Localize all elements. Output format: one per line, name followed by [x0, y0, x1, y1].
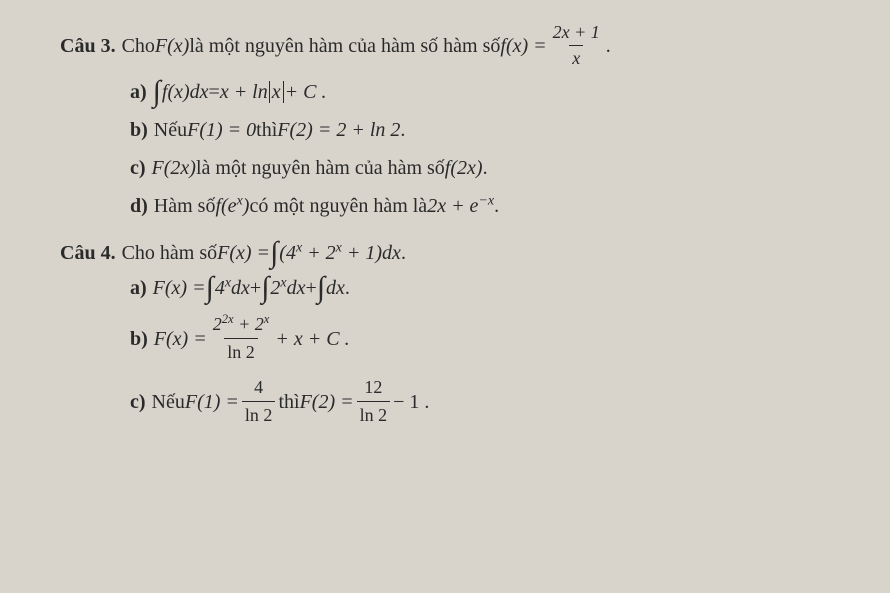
q4c-f1den: ln 2: [242, 401, 276, 429]
q3-option-a: a) ∫ f(x)dx = x + ln x + C .: [130, 77, 860, 107]
q4a-t3: dx: [326, 273, 345, 303]
q3a-rhs1: x + ln: [220, 77, 268, 107]
q4-post: .: [401, 239, 406, 267]
q3b-f2: F(2) = 2 + ln 2: [277, 115, 400, 145]
q4-Fx: F(x) =: [217, 239, 270, 267]
q3-option-b: b) Nếu F(1) = 0 thì F(2) = 2 + ln 2 .: [130, 115, 860, 145]
q3-frac-num: 2x + 1: [550, 20, 603, 45]
q4-option-a: a) F(x) = ∫ 4xdx + ∫ 2xdx + ∫ dx .: [130, 273, 860, 303]
q3-fraction: 2x + 1 x: [550, 20, 603, 71]
q4-option-b: b) F(x) = 22x + 2x ln 2 + x + C .: [130, 311, 860, 366]
q4a-plus2: +: [306, 273, 317, 303]
q3-option-d: d) Hàm số f(ex) có một nguyên hàm là 2x …: [130, 191, 860, 221]
q3-option-c: c) F(2x) là một nguyên hàm của hàm số f(…: [130, 153, 860, 183]
q4b-n1: 2: [213, 314, 222, 334]
q4b-label: b): [130, 324, 148, 354]
q4-label: Câu 4.: [60, 239, 116, 267]
q4a-t2a: 2: [270, 277, 280, 299]
q3d-fex-close: ): [243, 195, 250, 217]
q4a-label: a): [130, 273, 147, 303]
q4c-label: c): [130, 387, 146, 417]
q4a-t2b: dx: [287, 277, 306, 299]
q4a-t1: 4xdx: [215, 273, 250, 303]
q3c-F2x: F(2x): [152, 153, 196, 183]
q3-options: a) ∫ f(x)dx = x + ln x + C . b) Nếu F(1)…: [60, 77, 860, 221]
q3a-abs: x: [269, 81, 284, 103]
integral-icon: ∫: [261, 276, 269, 300]
exam-page: Câu 3. Cho F(x) là một nguyên hàm của hà…: [0, 0, 890, 467]
q4c-frac1: 4 ln 2: [242, 374, 276, 429]
q4a-plus1: +: [250, 273, 261, 303]
q3-text-mid: là một nguyên hàm của hàm số hàm số: [189, 32, 500, 60]
q3b-mid: thì: [256, 115, 277, 145]
q4-pre: Cho hàm số: [122, 239, 218, 267]
q4-stem: Câu 4. Cho hàm số F(x) = ∫ (4x + 2x + 1)…: [60, 239, 860, 267]
q3a-rhs2: + C .: [285, 77, 327, 107]
q3d-fex: f(ex): [215, 191, 249, 221]
q3-label: Câu 3.: [60, 32, 116, 60]
question-4: Câu 4. Cho hàm số F(x) = ∫ (4x + 2x + 1)…: [60, 239, 860, 429]
q3-text-pre: Cho: [122, 32, 155, 60]
q4a-lhs: F(x) =: [153, 273, 206, 303]
q4b-num: 22x + 2x: [210, 311, 273, 338]
q3d-rhs: 2x + e−x: [427, 191, 494, 221]
question-3: Câu 3. Cho F(x) là một nguyên hàm của hà…: [60, 20, 860, 221]
q3d-mid: có một nguyên hàm là: [249, 191, 427, 221]
q3d-post: .: [494, 191, 499, 221]
q4b-np: + 2: [234, 314, 264, 334]
q4c-f2num: 12: [361, 374, 385, 401]
q4c-f2: F(2) =: [300, 387, 354, 417]
q3d-pre: Hàm số: [154, 191, 216, 221]
integral-icon: ∫: [317, 276, 325, 300]
q4b-fraction: 22x + 2x ln 2: [210, 311, 273, 366]
q4a-t2: 2xdx: [270, 273, 305, 303]
q4c-mid: thì: [278, 387, 299, 417]
q4b-tail: + x + C .: [275, 324, 349, 354]
q3d-rhs-exp: −x: [478, 194, 494, 209]
q3a-eq: =: [209, 77, 220, 107]
q3-stem: Câu 3. Cho F(x) là một nguyên hàm của hà…: [60, 20, 860, 71]
q3d-rhs-base: 2x + e: [427, 195, 478, 217]
q4b-den: ln 2: [224, 338, 258, 366]
q3-fxeq: f(x) =: [500, 32, 546, 60]
q4b-lhs: F(x) =: [154, 324, 207, 354]
q4c-f1: F(1) =: [185, 387, 239, 417]
q4c-tail: − 1 .: [393, 387, 429, 417]
q4-ib2: + 2: [302, 242, 336, 264]
q4a-t1a: 4: [215, 277, 225, 299]
q3b-post: .: [400, 115, 405, 145]
q3c-f2x: f(2x): [445, 153, 483, 183]
q3-period: .: [606, 32, 611, 60]
q3b-pre: Nếu: [154, 115, 187, 145]
q3b-f1: F(1) = 0: [187, 115, 256, 145]
q4-options: a) F(x) = ∫ 4xdx + ∫ 2xdx + ∫ dx . b) F(…: [60, 273, 860, 429]
q3-frac-den: x: [569, 45, 583, 71]
integral-icon: ∫: [206, 276, 214, 300]
q3a-label: a): [130, 77, 147, 107]
integral-icon: ∫: [153, 80, 161, 104]
q3b-label: b): [130, 115, 148, 145]
q4a-post: .: [345, 273, 350, 303]
q4b-n2e: x: [264, 312, 270, 326]
q3c-mid: là một nguyên hàm của hàm số: [196, 153, 445, 183]
q3c-label: c): [130, 153, 146, 183]
q4a-t1b: dx: [231, 277, 250, 299]
q3a-integrand: f(x)dx: [162, 77, 209, 107]
q4c-f2den: ln 2: [357, 401, 391, 429]
q4c-f1num: 4: [251, 374, 266, 401]
q4-integrand: (4x + 2x + 1)dx: [279, 239, 401, 267]
q4-option-c: c) Nếu F(1) = 4 ln 2 thì F(2) = 12 ln 2 …: [130, 374, 860, 429]
q3-Fx: F(x): [155, 32, 189, 60]
q4-ib1: (4: [279, 242, 296, 264]
integral-icon: ∫: [270, 241, 278, 265]
q4c-pre: Nếu: [152, 387, 185, 417]
q4b-n1e: 2x: [222, 312, 234, 326]
q4-ib3: + 1)dx: [342, 242, 401, 264]
q3d-fex-base: f(e: [215, 195, 236, 217]
q3d-label: d): [130, 191, 148, 221]
q4c-frac2: 12 ln 2: [357, 374, 391, 429]
q3c-post: .: [483, 153, 488, 183]
